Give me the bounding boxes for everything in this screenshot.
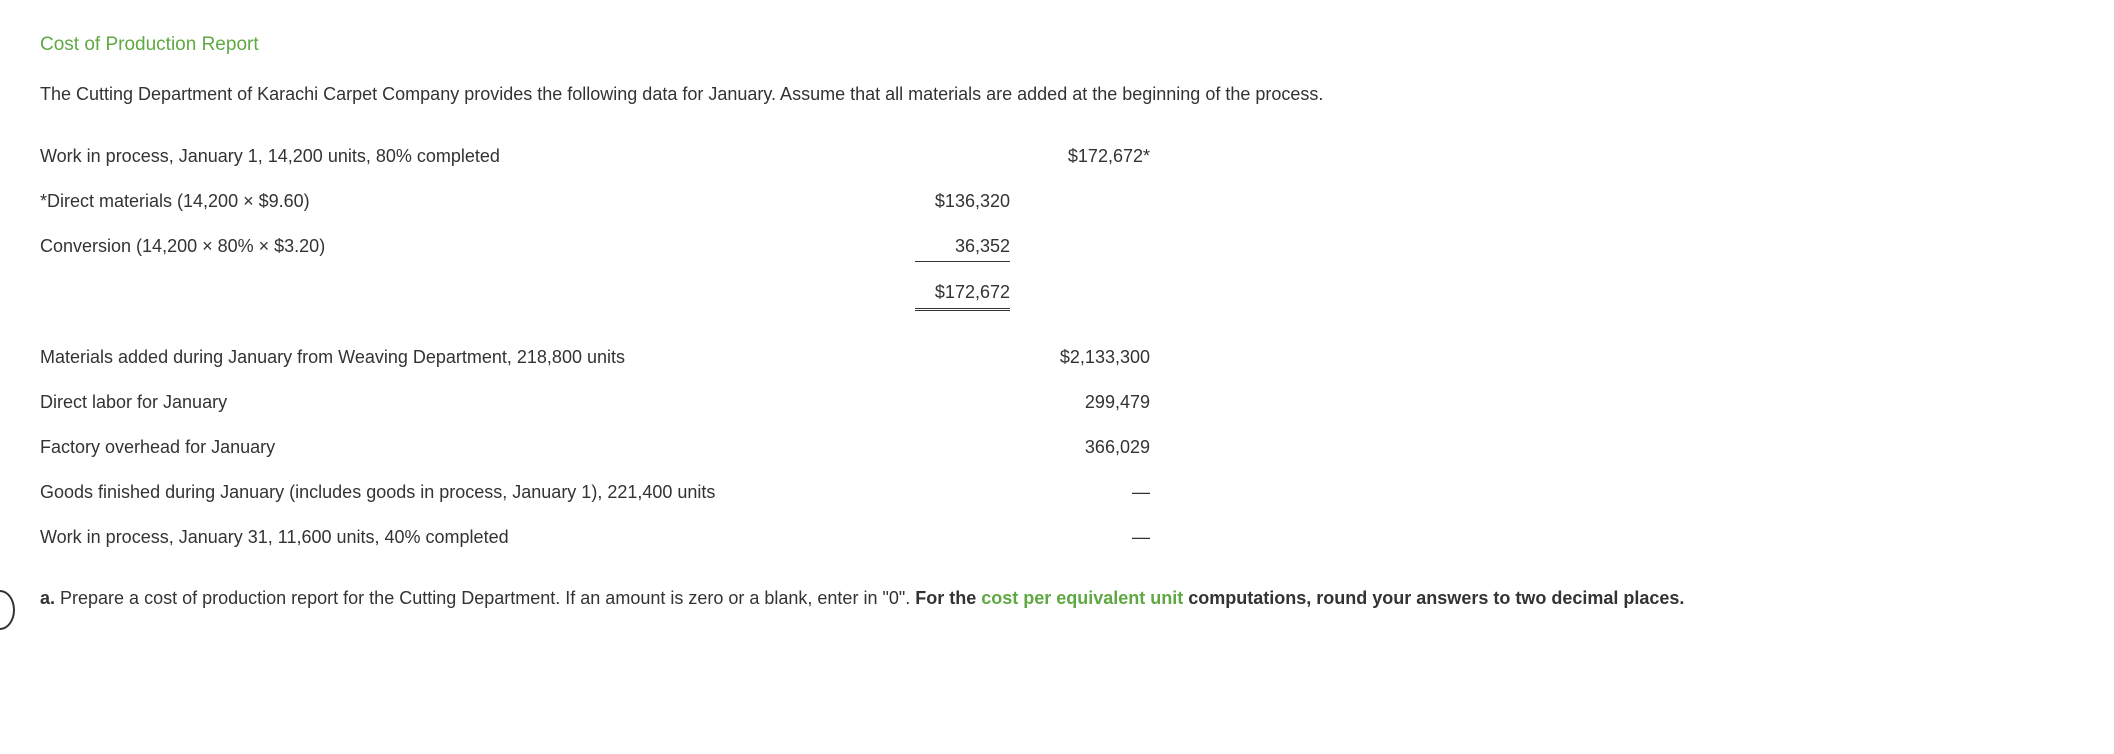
materials-added-val2: $2,133,300 bbox=[1010, 335, 1150, 380]
wip-jan1-label: Work in process, January 1, 14,200 units… bbox=[40, 134, 890, 179]
wip-jan31-val1 bbox=[890, 515, 1010, 560]
direct-materials-row: *Direct materials (14,200 × $9.60) $136,… bbox=[40, 179, 1150, 224]
partial-circle-decoration bbox=[0, 590, 15, 630]
wip-jan31-label: Work in process, January 31, 11,600 unit… bbox=[40, 515, 890, 560]
question-text-1: Prepare a cost of production report for … bbox=[55, 588, 915, 608]
conversion-row: Conversion (14,200 × 80% × $3.20) 36,352 bbox=[40, 224, 1150, 270]
section-title: Cost of Production Report bbox=[40, 30, 2074, 60]
production-data-table: Work in process, January 1, 14,200 units… bbox=[40, 134, 1150, 559]
question-a: a. Prepare a cost of production report f… bbox=[40, 584, 2074, 613]
direct-labor-label: Direct labor for January bbox=[40, 380, 890, 425]
question-bold-1: For the bbox=[915, 588, 981, 608]
wip-jan1-val2: $172,672* bbox=[1010, 134, 1150, 179]
factory-overhead-row: Factory overhead for January 366,029 bbox=[40, 425, 1150, 470]
wip-jan1-val1 bbox=[890, 134, 1010, 179]
direct-labor-val2: 299,479 bbox=[1010, 380, 1150, 425]
wip-jan31-row: Work in process, January 31, 11,600 unit… bbox=[40, 515, 1150, 560]
goods-finished-val1 bbox=[890, 470, 1010, 515]
materials-added-val1 bbox=[890, 335, 1010, 380]
direct-labor-row: Direct labor for January 299,479 bbox=[40, 380, 1150, 425]
wip-jan1-row: Work in process, January 1, 14,200 units… bbox=[40, 134, 1150, 179]
direct-materials-val1: $136,320 bbox=[890, 179, 1010, 224]
spacer-row bbox=[40, 319, 1150, 335]
intro-text: The Cutting Department of Karachi Carpet… bbox=[40, 80, 2074, 109]
materials-added-label: Materials added during January from Weav… bbox=[40, 335, 890, 380]
direct-materials-label: *Direct materials (14,200 × $9.60) bbox=[40, 179, 890, 224]
direct-materials-val2 bbox=[1010, 179, 1150, 224]
question-green: cost per equivalent unit bbox=[981, 588, 1183, 608]
question-bold-2: computations, round your answers to two … bbox=[1183, 588, 1684, 608]
conversion-val1: 36,352 bbox=[890, 224, 1010, 270]
conversion-val2 bbox=[1010, 224, 1150, 270]
subtotal-row: $172,672 bbox=[40, 270, 1150, 320]
subtotal-label bbox=[40, 270, 890, 320]
factory-overhead-label: Factory overhead for January bbox=[40, 425, 890, 470]
materials-added-row: Materials added during January from Weav… bbox=[40, 335, 1150, 380]
subtotal-val1: $172,672 bbox=[890, 270, 1010, 320]
goods-finished-row: Goods finished during January (includes … bbox=[40, 470, 1150, 515]
wip-jan31-val2: — bbox=[1010, 515, 1150, 560]
factory-overhead-val2: 366,029 bbox=[1010, 425, 1150, 470]
factory-overhead-val1 bbox=[890, 425, 1010, 470]
goods-finished-val2: — bbox=[1010, 470, 1150, 515]
subtotal-val2 bbox=[1010, 270, 1150, 320]
question-letter: a. bbox=[40, 588, 55, 608]
direct-labor-val1 bbox=[890, 380, 1010, 425]
conversion-label: Conversion (14,200 × 80% × $3.20) bbox=[40, 224, 890, 270]
goods-finished-label: Goods finished during January (includes … bbox=[40, 470, 890, 515]
